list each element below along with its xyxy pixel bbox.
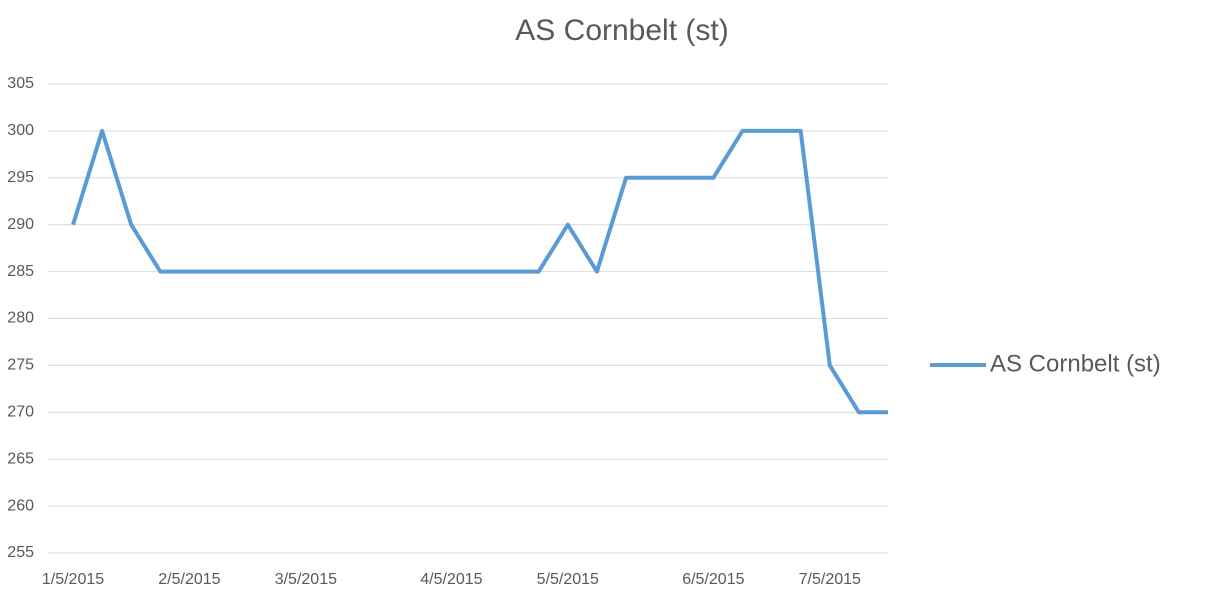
y-tick-label: 305 — [7, 75, 34, 92]
data-line — [71, 128, 888, 415]
x-tick-label: 6/5/2015 — [682, 571, 744, 588]
y-tick-label: 260 — [7, 497, 34, 514]
y-tick-label: 270 — [7, 404, 34, 421]
x-tick-label: 5/5/2015 — [537, 571, 599, 588]
y-tick-label: 275 — [7, 357, 34, 374]
y-tick-label: 255 — [7, 544, 34, 561]
y-tick-label: 290 — [7, 216, 34, 233]
y-tick-label: 285 — [7, 263, 34, 280]
chart-title: AS Cornbelt (st) — [515, 14, 728, 47]
y-tick-label: 300 — [7, 122, 34, 139]
y-tick-label: 265 — [7, 450, 34, 467]
y-tick-label: 295 — [7, 169, 34, 186]
x-tick-label: 7/5/2015 — [799, 571, 861, 588]
y-tick-label: 280 — [7, 310, 34, 327]
x-tick-label: 1/5/2015 — [42, 571, 104, 588]
x-tick-label: 4/5/2015 — [420, 571, 482, 588]
x-tick-label: 2/5/2015 — [158, 571, 220, 588]
x-tick-label: 3/5/2015 — [275, 571, 337, 588]
legend-label: AS Cornbelt (st) — [990, 350, 1161, 377]
